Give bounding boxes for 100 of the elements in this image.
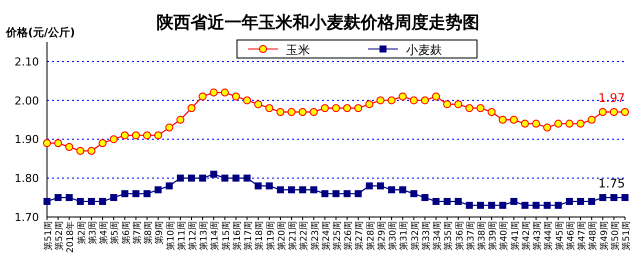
point: [76, 146, 84, 155]
point: [532, 202, 540, 209]
point: [310, 186, 318, 194]
point: [132, 131, 140, 140]
x-tick-label: 第52周: [54, 221, 66, 250]
x-tick-label: 第35周: [443, 221, 454, 250]
point: [420, 96, 429, 104]
point: [176, 116, 184, 124]
point: [44, 198, 50, 205]
x-tick-label: 第28周: [365, 221, 376, 250]
x-tick-label: 第42周: [520, 221, 532, 250]
point: [210, 170, 218, 178]
point: [232, 92, 240, 100]
x-tick-label: 第5周: [110, 221, 121, 245]
x-tick-label: 第24周: [320, 221, 332, 250]
point: [132, 190, 140, 198]
x-tick-label: 第37周: [465, 221, 476, 250]
point: [221, 174, 228, 182]
point: [144, 190, 151, 198]
x-tick-label: 第19周: [265, 221, 276, 250]
x-tick-label: 第50周: [610, 221, 621, 250]
point: [210, 88, 218, 97]
y-tick-label: 1.80: [14, 172, 39, 186]
point: [65, 143, 74, 151]
point: [543, 124, 552, 132]
point: [432, 92, 440, 100]
point: [332, 104, 340, 112]
y-tick-label: 1.70: [14, 211, 39, 224]
x-tick-label: 第25周: [332, 221, 343, 250]
x-tick-label: 第43周: [532, 221, 544, 250]
point: [276, 186, 284, 194]
point: [488, 108, 496, 116]
x-tick-label: 第15周: [220, 221, 232, 250]
point: [520, 120, 529, 128]
point: [54, 194, 62, 202]
point: [254, 182, 262, 190]
legend-label: 玉米: [286, 43, 310, 57]
y-tick-label: 2.00: [14, 94, 39, 108]
point: [577, 198, 584, 205]
x-tick-label: 第32周: [410, 221, 421, 250]
point: [554, 202, 562, 209]
point: [165, 124, 174, 132]
point: [288, 186, 296, 194]
point: [554, 120, 562, 128]
x-tick-label: 第44周: [543, 221, 554, 250]
x-tick-label: 第34周: [432, 221, 444, 250]
y-tick-label: 1.90: [14, 133, 39, 146]
point: [476, 104, 484, 112]
point: [622, 194, 628, 202]
x-tick-label: 第16周: [232, 221, 243, 250]
x-tick-label: 第17周: [243, 221, 254, 250]
point: [298, 108, 307, 116]
point: [354, 190, 362, 198]
chart-title: 陕西省近一年玉米和小麦麸价格周度走势图: [156, 13, 480, 33]
x-tick-label: 第30周: [388, 221, 399, 250]
point: [477, 202, 484, 209]
point: [43, 139, 51, 148]
x-tick-label: 第11周: [176, 221, 188, 250]
point: [166, 182, 173, 190]
point: [588, 116, 596, 124]
data-label: 1.97: [598, 91, 625, 105]
point: [398, 92, 407, 100]
x-tick-label: 第20周: [276, 221, 288, 250]
point: [76, 198, 84, 205]
point: [498, 116, 507, 124]
x-tick-label: 第18周: [254, 221, 266, 250]
point: [87, 146, 96, 155]
x-tick-label: 第8周: [143, 221, 154, 245]
point: [254, 100, 262, 108]
point: [444, 198, 451, 205]
point: [265, 104, 274, 112]
point: [198, 92, 207, 100]
point: [99, 198, 106, 205]
point: [399, 186, 406, 194]
point: [276, 108, 284, 116]
x-tick-label: 第7周: [132, 221, 143, 245]
point: [344, 190, 351, 198]
x-tick-label: 第3周: [87, 221, 98, 245]
x-tick-label: 第36周: [454, 221, 466, 250]
point: [288, 108, 296, 116]
x-tick-label: 第9周: [154, 221, 166, 245]
point: [544, 202, 551, 209]
point: [454, 100, 462, 108]
point: [110, 135, 118, 144]
point: [243, 96, 252, 104]
point: [143, 131, 152, 140]
y-tick-label: 2.10: [14, 55, 39, 68]
point: [365, 100, 374, 108]
x-tick-label: 第27周: [354, 221, 366, 250]
point: [98, 139, 107, 148]
x-tick-label: 第22周: [298, 221, 310, 250]
point: [465, 104, 474, 112]
point: [388, 96, 396, 104]
point: [421, 194, 428, 202]
x-tick-label: 第4周: [98, 221, 110, 245]
point: [54, 139, 62, 148]
x-tick-label: 第10周: [165, 221, 176, 250]
point: [366, 182, 373, 190]
x-tick-label: 第47周: [576, 221, 588, 250]
point: [432, 198, 440, 205]
